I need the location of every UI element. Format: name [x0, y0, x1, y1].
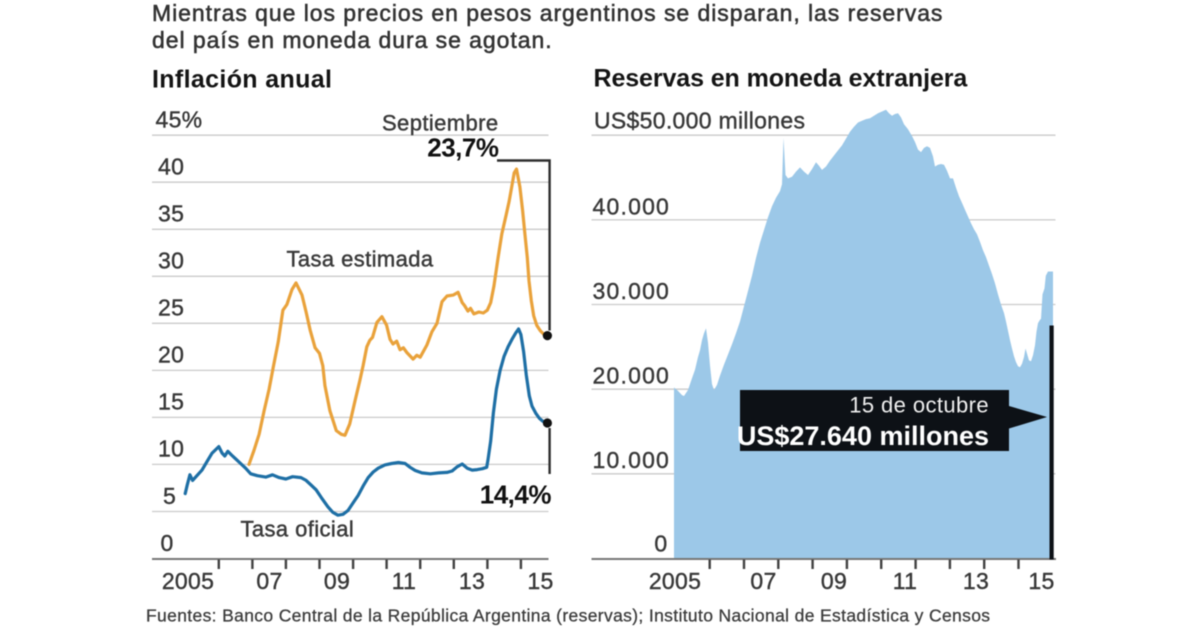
- svg-text:40: 40: [158, 154, 184, 180]
- svg-text:15 de octubre: 15 de octubre: [849, 393, 989, 418]
- svg-text:10.000: 10.000: [593, 447, 671, 473]
- svg-text:07: 07: [256, 568, 282, 594]
- svg-text:14,4%: 14,4%: [480, 480, 552, 510]
- svg-text:10: 10: [158, 436, 184, 462]
- svg-text:Tasa oficial: Tasa oficial: [241, 517, 355, 542]
- svg-text:20.000: 20.000: [593, 363, 671, 389]
- svg-text:30: 30: [158, 248, 184, 274]
- svg-text:20: 20: [158, 342, 184, 368]
- svg-text:Mientras que los precios en pe: Mientras que los precios en pesos argent…: [152, 0, 943, 26]
- svg-text:2005: 2005: [649, 568, 701, 594]
- svg-text:30.000: 30.000: [593, 278, 671, 304]
- svg-text:09: 09: [821, 568, 847, 594]
- svg-text:23,7%: 23,7%: [427, 133, 499, 163]
- svg-text:Septiembre: Septiembre: [382, 111, 499, 136]
- svg-text:2005: 2005: [162, 568, 214, 594]
- svg-text:Inflación anual: Inflación anual: [152, 66, 332, 94]
- svg-text:Fuentes: Banco Central de la R: Fuentes: Banco Central de la República A…: [146, 606, 990, 626]
- svg-text:0: 0: [654, 530, 667, 556]
- svg-text:40.000: 40.000: [593, 193, 671, 219]
- svg-text:0: 0: [161, 530, 174, 556]
- svg-text:45%: 45%: [156, 107, 203, 133]
- svg-text:15: 15: [158, 389, 184, 415]
- svg-text:5: 5: [163, 483, 176, 509]
- svg-text:del país en moneda dura se ago: del país en moneda dura se agotan.: [152, 27, 553, 53]
- svg-text:11: 11: [893, 568, 917, 594]
- svg-text:Tasa estimada: Tasa estimada: [287, 247, 434, 272]
- svg-text:Reservas en moneda extranjera: Reservas en moneda extranjera: [594, 65, 969, 93]
- svg-text:13: 13: [963, 568, 989, 594]
- svg-text:35: 35: [158, 201, 184, 227]
- svg-text:15: 15: [1028, 568, 1054, 594]
- svg-text:25: 25: [158, 295, 184, 321]
- svg-text:15: 15: [527, 568, 553, 594]
- svg-text:US$50.000 millones: US$50.000 millones: [594, 108, 805, 134]
- svg-text:11: 11: [392, 568, 416, 594]
- svg-text:13: 13: [459, 568, 485, 594]
- svg-text:US$27.640 millones: US$27.640 millones: [737, 421, 989, 451]
- svg-text:09: 09: [324, 568, 350, 594]
- svg-text:07: 07: [750, 568, 776, 594]
